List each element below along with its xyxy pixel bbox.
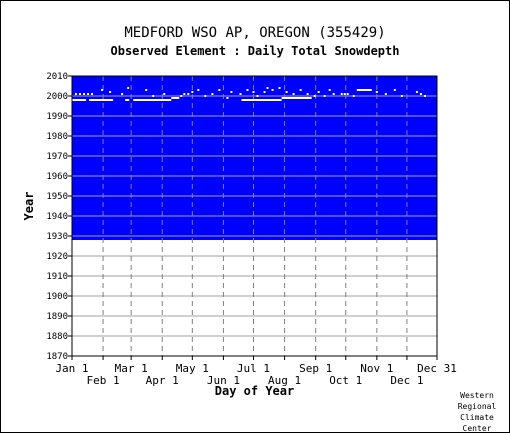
y-tick-label: 1910 [46,272,68,282]
missing-dot [393,89,396,91]
missing-dot [400,95,403,97]
missing-segment [72,99,87,101]
missing-dot [256,95,259,97]
missing-dot [323,95,326,97]
x-tick-label: Apr 1 [146,374,179,387]
missing-dot [266,87,269,89]
missing-segment [171,97,180,99]
y-tick-label: 1990 [46,112,68,122]
missing-dot [299,89,302,91]
y-tick-label: 1940 [46,212,68,222]
missing-dot [292,93,295,95]
x-tick-label: Jul 1 [237,362,270,375]
x-tick-label: May 1 [176,362,209,375]
missing-dot [384,93,387,95]
y-tick-label: 2000 [46,92,68,102]
missing-dot [343,93,346,95]
missing-dot [226,97,229,99]
x-tick-label: Nov 1 [360,362,393,375]
missing-dot [83,93,86,95]
missing-segment [356,89,372,91]
missing-dot [306,93,309,95]
missing-dot [197,89,200,91]
missing-dot [91,93,94,95]
missing-dot [415,91,418,93]
missing-dot [230,91,233,93]
missing-dot [332,93,335,95]
missing-dot [218,89,221,91]
x-tick-label: Feb 1 [87,374,120,387]
missing-dot [152,95,155,97]
y-tick-label: 1930 [46,232,68,242]
missing-dot [285,91,288,93]
missing-segment [125,99,130,101]
missing-dot [211,93,214,95]
y-tick-label: 1900 [46,292,68,302]
missing-segment [133,99,172,101]
missing-dot [328,89,331,91]
credit-line: Regional [457,402,497,411]
x-tick-label: Dec 31 [417,362,457,375]
missing-dot [278,87,281,89]
credit-line: Climate [460,413,494,422]
missing-dot [317,91,320,93]
missing-dot [180,95,183,97]
credit-line: Center [462,424,492,433]
x-tick-label: Oct 1 [329,374,362,387]
x-tick-label: Dec 1 [390,374,423,387]
missing-dot [145,89,148,91]
missing-dot [352,95,355,97]
missing-dot [313,95,316,97]
y-tick-label: 1950 [46,192,68,202]
missing-dot [271,89,274,91]
missing-dot [375,91,378,93]
missing-dot [87,93,90,95]
missing-dot [204,95,207,97]
x-tick-label: Sep 1 [299,362,332,375]
missing-dot [419,93,422,95]
missing-dot [121,93,124,95]
x-tick-label: Jan 1 [55,362,88,375]
x-tick-label: Jun 1 [207,374,240,387]
x-tick-label: Aug 1 [268,374,301,387]
missing-dot [109,91,112,93]
missing-dot [101,89,104,91]
y-tick-label: 1920 [46,252,68,262]
y-tick-label: 1960 [46,172,68,182]
credit-line: Western [460,391,494,400]
missing-dot [239,93,242,95]
chart-title: MEDFORD WSO AP, OREGON (355429) [124,25,386,41]
missing-segment [89,99,114,101]
missing-dot [183,93,186,95]
coverage-block [72,76,437,240]
missing-dot [187,93,190,95]
missing-dot [191,91,194,93]
x-axis-label: Day of Year [215,384,294,398]
missing-dot [127,87,130,89]
y-axis-label: Year [22,192,36,221]
y-tick-label: 2010 [46,72,68,82]
y-tick-label: 1980 [46,132,68,142]
missing-dot [346,93,349,95]
chart-subtitle: Observed Element : Daily Total Snowdepth [110,44,400,58]
missing-dot [340,93,343,95]
credit-block: Western Regional Climate Center [447,390,507,434]
y-tick-label: 1890 [46,312,68,322]
missing-segment [281,97,312,99]
missing-dot [423,95,426,97]
missing-dot [246,89,249,91]
missing-dot [263,91,266,93]
missing-dot [75,93,78,95]
y-tick-label: 1870 [46,352,68,362]
y-tick-label: 1970 [46,152,68,162]
missing-dot [163,93,166,95]
missing-dot [79,93,82,95]
missing-dot [252,91,255,93]
x-tick-label: Mar 1 [115,362,148,375]
missing-segment [241,99,282,101]
y-tick-label: 1880 [46,332,68,342]
